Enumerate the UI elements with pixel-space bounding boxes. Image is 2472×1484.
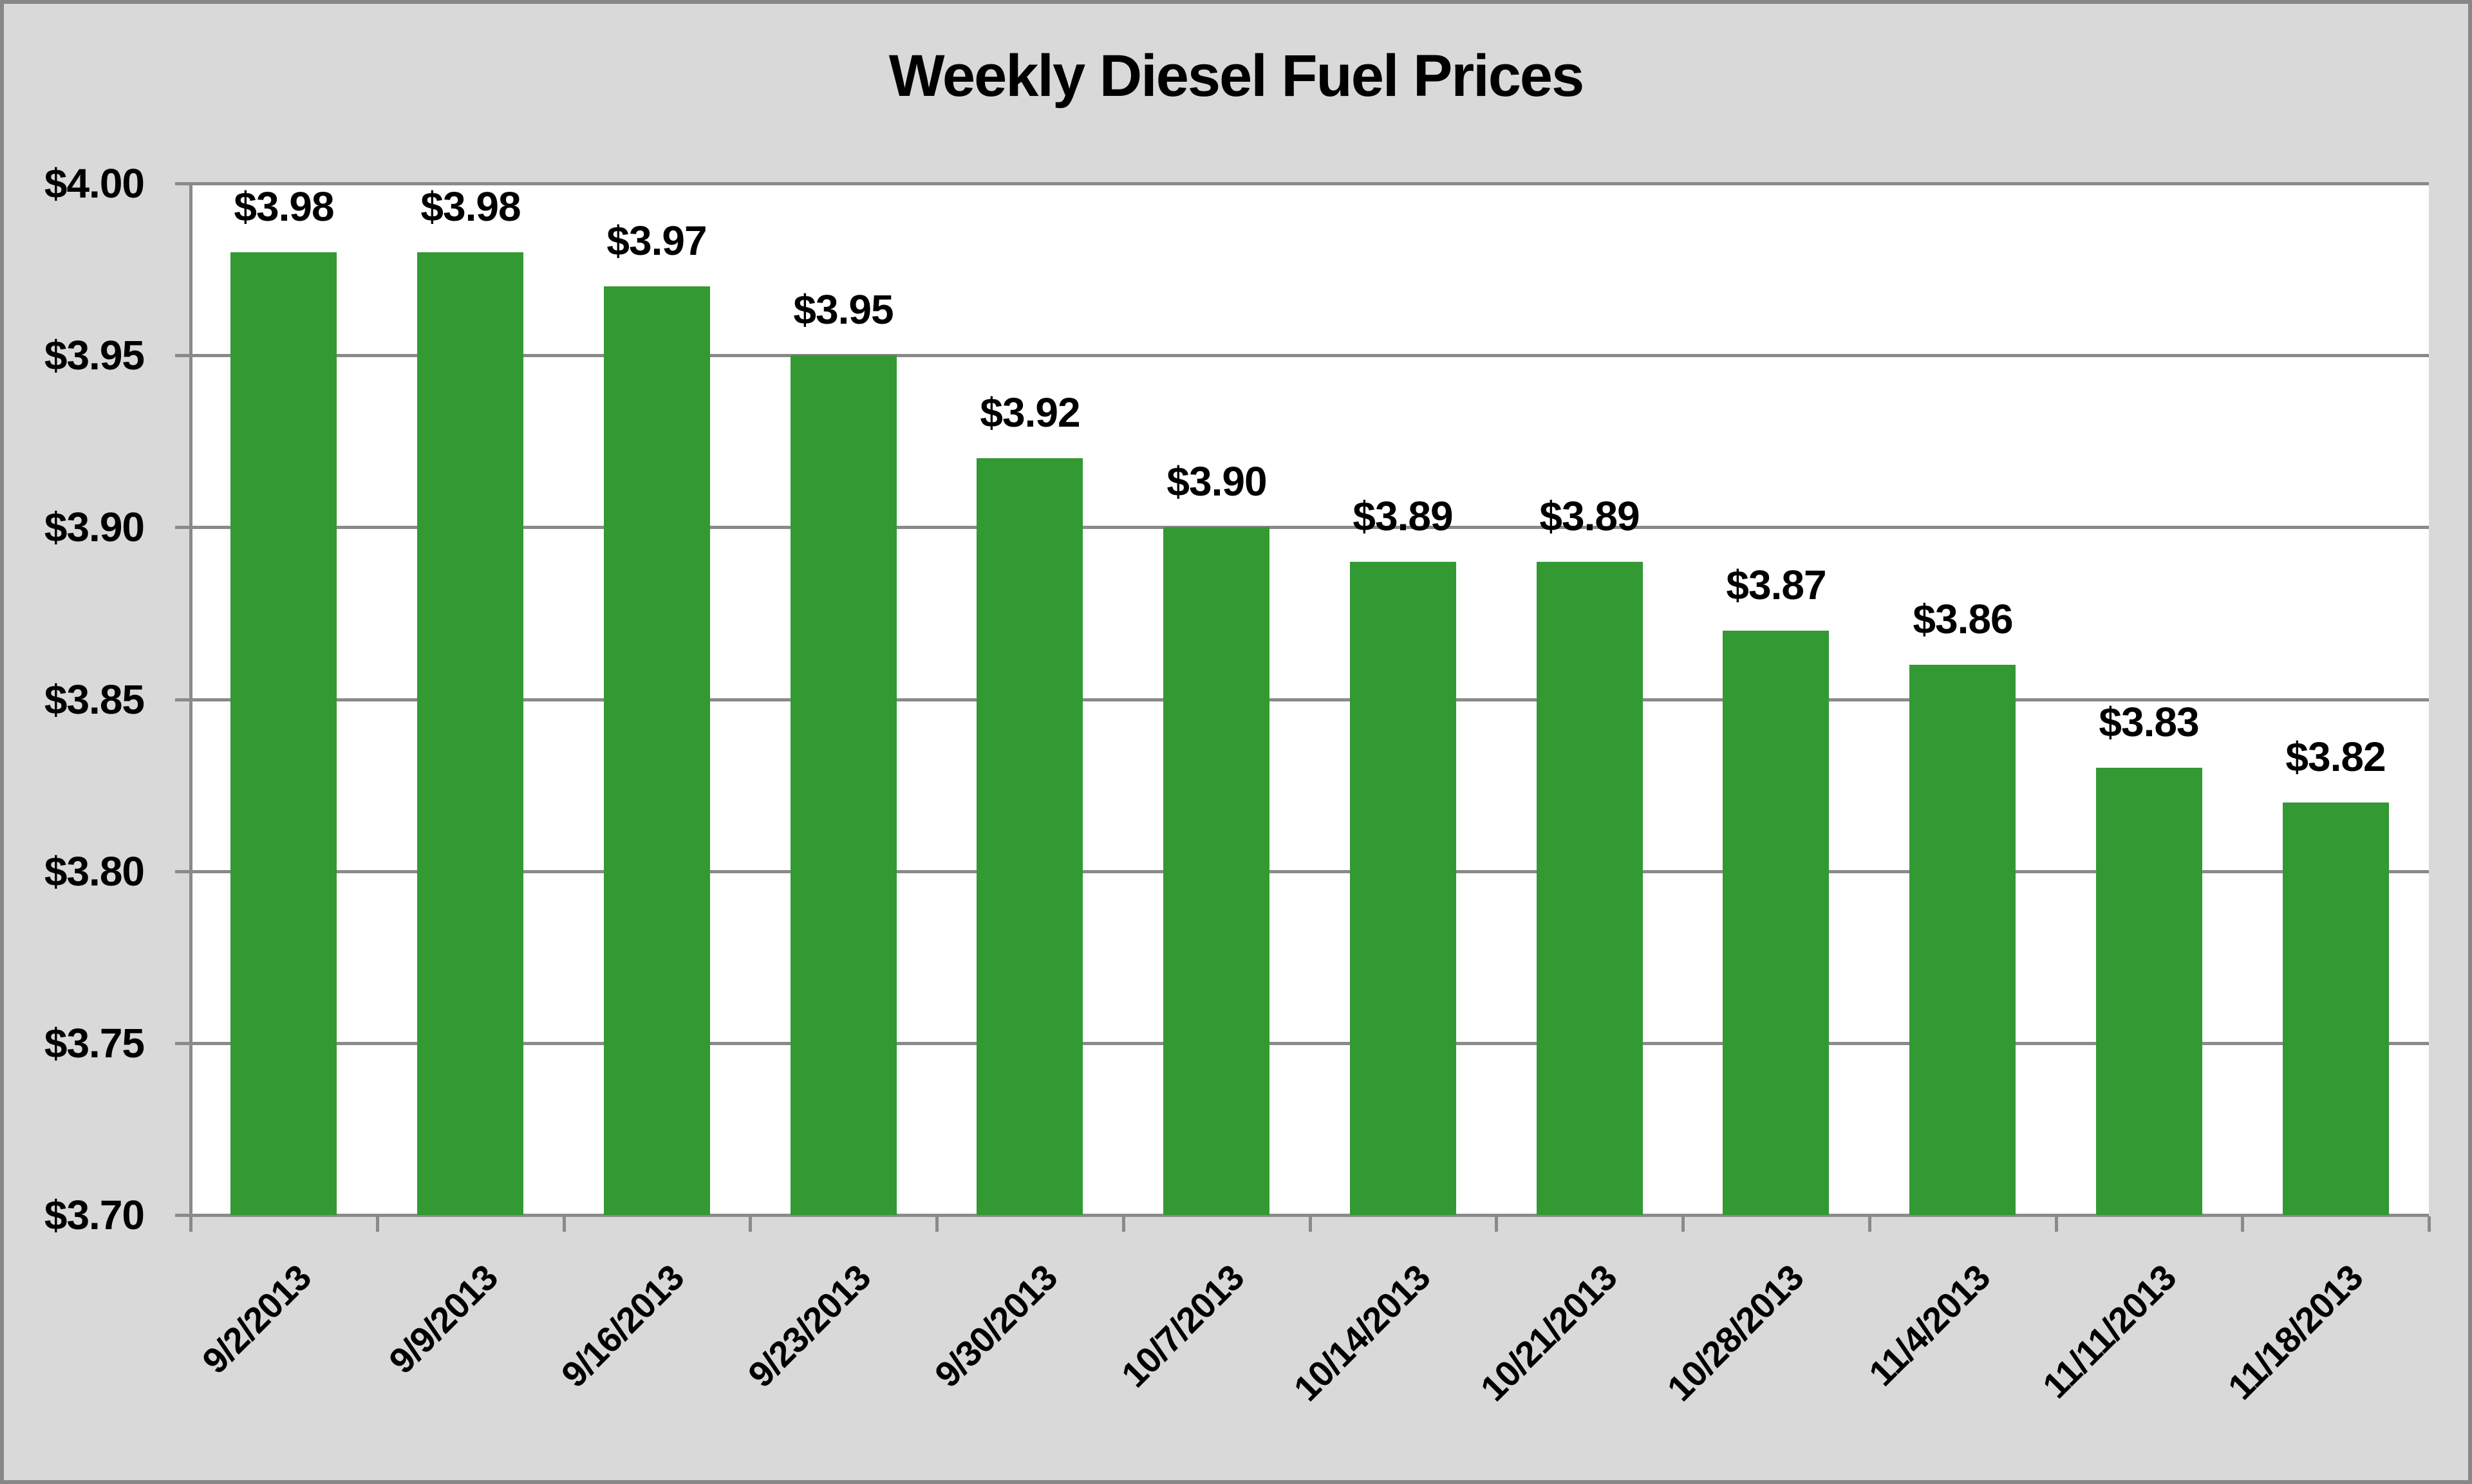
gridline [175, 1042, 2429, 1045]
x-axis-tick [749, 1216, 752, 1232]
x-axis-label: 9/9/2013 [380, 1257, 505, 1382]
bar-11/4/2013 [1909, 665, 2016, 1215]
bar-value-label: $3.83 [2099, 699, 2199, 745]
gridline [175, 354, 2429, 357]
x-axis-label: 9/16/2013 [553, 1257, 691, 1395]
y-axis-line [189, 183, 192, 1230]
y-axis-label: $3.80 [44, 848, 145, 895]
gridline [175, 182, 2429, 185]
bar-value-label: $3.98 [420, 183, 521, 230]
chart-title: Weekly Diesel Fuel Prices [888, 43, 1584, 109]
x-axis-label: 9/30/2013 [926, 1257, 1065, 1395]
bar-11/11/2013 [2096, 768, 2202, 1215]
x-axis-tick [1495, 1216, 1498, 1232]
x-axis-label: 9/2/2013 [194, 1257, 319, 1382]
x-axis-tick [189, 1216, 192, 1232]
bar-value-label: $3.89 [1539, 493, 1640, 539]
gridline [175, 698, 2429, 701]
bar-value-label: $3.90 [1166, 458, 1267, 505]
bar-value-label: $3.98 [234, 183, 334, 230]
gridline [175, 526, 2429, 529]
bar-10/7/2013 [1163, 527, 1269, 1215]
x-axis-tick [1122, 1216, 1125, 1232]
bar-value-label: $3.87 [1726, 562, 1826, 608]
x-axis-tick [563, 1216, 566, 1232]
bar-value-label: $3.92 [980, 389, 1080, 436]
x-axis-label: 10/14/2013 [1286, 1257, 1437, 1409]
x-axis-label: 11/18/2013 [2220, 1257, 2370, 1407]
x-axis-tick [2055, 1216, 2058, 1232]
x-axis-tick [2241, 1216, 2244, 1232]
y-axis-label: $3.90 [44, 504, 145, 550]
bar-10/14/2013 [1350, 562, 1456, 1215]
bar-11/18/2013 [2283, 802, 2389, 1215]
bar-10/21/2013 [1537, 562, 1643, 1215]
x-axis-tick [2428, 1216, 2431, 1232]
x-axis-label: 11/11/2013 [2034, 1257, 2184, 1406]
x-axis-tick [1309, 1216, 1312, 1232]
y-axis-label: $3.95 [44, 332, 145, 378]
gridline [175, 870, 2429, 873]
x-axis-label: 11/4/2013 [1860, 1257, 1998, 1394]
x-axis-line [175, 1214, 2429, 1217]
bar-10/28/2013 [1723, 631, 1829, 1215]
bar-9/2/2013 [230, 252, 337, 1215]
x-axis-tick [1681, 1216, 1685, 1232]
y-axis-label: $4.00 [44, 160, 145, 207]
bar-value-label: $3.95 [793, 286, 894, 333]
y-axis-label: $3.70 [44, 1192, 145, 1238]
x-axis-label: 9/23/2013 [740, 1257, 878, 1395]
x-axis-tick [935, 1216, 939, 1232]
x-axis-tick [1868, 1216, 1871, 1232]
bar-9/23/2013 [791, 355, 897, 1215]
y-axis-label: $3.75 [44, 1020, 145, 1066]
bar-value-label: $3.97 [606, 218, 707, 264]
bar-9/9/2013 [417, 252, 523, 1215]
x-axis-tick [376, 1216, 379, 1232]
x-axis-label: 10/28/2013 [1659, 1257, 1811, 1409]
y-axis-label: $3.85 [44, 676, 145, 723]
bar-9/30/2013 [977, 458, 1083, 1215]
bar-value-label: $3.89 [1353, 493, 1453, 539]
bar-value-label: $3.86 [1913, 596, 2013, 642]
bar-value-label: $3.82 [2285, 734, 2386, 780]
x-axis-label: 10/7/2013 [1113, 1257, 1251, 1395]
x-axis-label: 10/21/2013 [1472, 1257, 1624, 1409]
bar-9/16/2013 [604, 286, 710, 1215]
